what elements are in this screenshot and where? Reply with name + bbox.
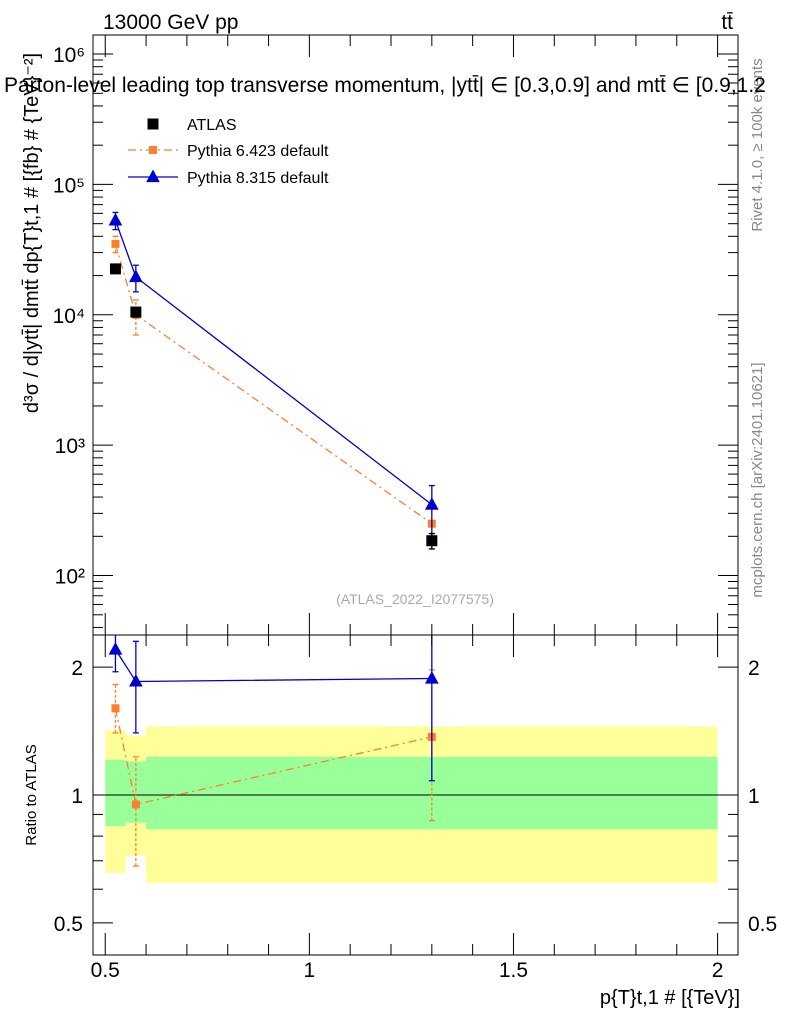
- x-tick-label: 1.5: [499, 959, 528, 982]
- ratio-y-tick-label-right: 2: [748, 657, 760, 680]
- data-point-square: [147, 118, 159, 130]
- data-point-triangle: [146, 169, 160, 183]
- data-point-triangle: [129, 269, 143, 283]
- main-y-axis-label: d³σ / d|ytt̄| dmtt̄ dp{T}t,1 # [{fb} # {…: [21, 53, 43, 413]
- data-point-triangle: [425, 671, 439, 684]
- data-point-square: [426, 535, 438, 547]
- legend-label: Pythia 8.315 default: [187, 170, 329, 187]
- x-tick-label: 2: [712, 959, 724, 982]
- ratio-band-bin: [105, 759, 126, 827]
- legend: ATLAS Pythia 6.423 default Pythia 8.315 de…: [128, 117, 329, 187]
- main-y-tick-label: 10³: [55, 435, 85, 458]
- x-tick-label: 0.5: [91, 959, 120, 982]
- ratio-y-axis-label: Ratio to ATLAS: [23, 744, 40, 845]
- data-point-square: [131, 800, 140, 809]
- watermark: (ATLAS_2022_I2077575): [336, 591, 494, 607]
- x-tick-label: 1: [304, 959, 316, 982]
- ratio-y-tick-label-right: 1: [748, 785, 760, 808]
- legend-label: ATLAS: [187, 117, 237, 134]
- data-point-square: [149, 146, 157, 154]
- data-point-triangle: [425, 497, 439, 510]
- series-line: [114, 220, 433, 506]
- x-axis-label: p{T}t,1 # [{TeV}]: [600, 987, 740, 1009]
- ratio-y-tick-label: 2: [71, 657, 83, 680]
- ratio-y-tick-label-right: 0.5: [748, 913, 777, 936]
- main-ticks: 10² 10³ 10⁴ 10⁵ 10⁶: [53, 35, 738, 635]
- ratio-band-bin: [125, 761, 147, 823]
- process-label: tt̄: [721, 11, 733, 34]
- data-point-square: [130, 306, 142, 318]
- data-point-triangle: [108, 212, 123, 226]
- data-point-triangle: [108, 642, 123, 655]
- data-point-square: [111, 239, 120, 248]
- series-line: [114, 708, 432, 806]
- data-point-triangle: [129, 673, 143, 687]
- rivet-label: Rivet 4.1.0, ≥ 100k events: [749, 58, 766, 231]
- main-panel: 10² 10³ 10⁴ 10⁵ 10⁶ Parton-level leading top…: [4, 34, 766, 636]
- series-line: [114, 649, 432, 683]
- energy-label: 13000 GeV pp: [103, 11, 238, 34]
- mcplots-label: mcplots.cern.ch [arXiv:2401.10621]: [749, 362, 766, 597]
- main-title: Parton-level leading top transverse mome…: [4, 74, 766, 97]
- main-y-tick-label: 10²: [55, 566, 85, 589]
- data-point-square: [111, 704, 120, 713]
- ratio-y-tick-label: 0.5: [54, 913, 83, 936]
- ratio-panel: 0.5 1 1.5 2 0.5 0.5 1 1 2 2 Ratio to ATLAS p{T}t,…: [23, 634, 777, 1009]
- main-y-tick-label: 10⁶: [53, 44, 85, 67]
- data-point-square: [109, 263, 121, 275]
- main-y-tick-label: 10⁵: [53, 174, 85, 197]
- main-y-tick-label: 10⁴: [53, 305, 85, 328]
- legend-label: Pythia 6.423 default: [187, 143, 329, 160]
- ratio-y-tick-label: 1: [71, 785, 83, 808]
- ratio-ticks: 0.5 1 1.5 2 0.5 0.5 1 1 2 2: [54, 635, 777, 982]
